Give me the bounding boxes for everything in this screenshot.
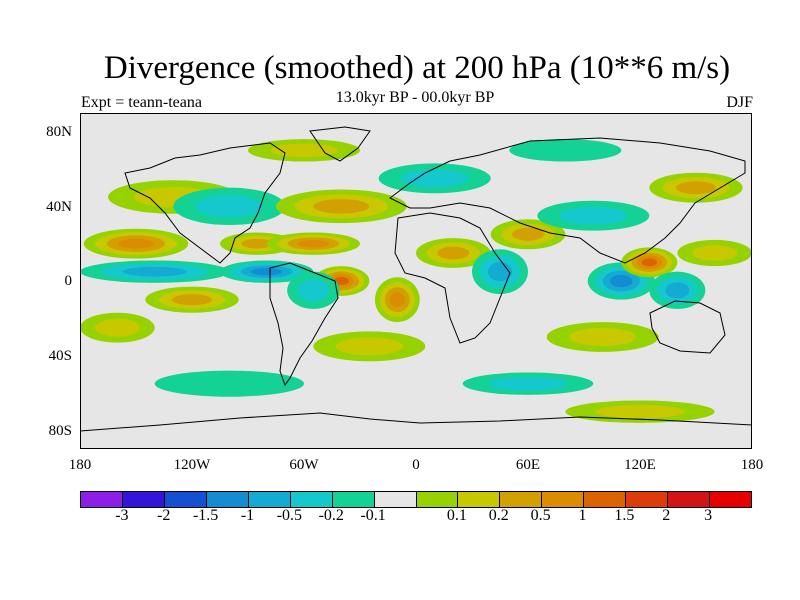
coastline-africa [394,212,511,344]
divergence-contour [154,370,304,397]
colorbar-swatch [164,492,207,507]
divergence-contour [389,292,405,308]
coastline-eurasia [389,137,746,264]
x-tick-label: 180 [740,457,764,473]
colorbar-tick-label: 0.1 [446,507,467,524]
divergence-contour [122,266,187,277]
colorbar-swatch [458,492,501,507]
divergence-contour [241,238,274,249]
x-tick-label: 0 [412,457,420,473]
coastlines [80,126,752,432]
y-tick-label: 40N [46,199,72,215]
x-tick-label: 120W [173,457,211,473]
divergence-contour [195,195,263,218]
divergence-contour [509,139,622,162]
colorbar-tick-label: -0.1 [360,507,386,524]
colorbar-swatch [416,492,459,507]
divergence-contour [512,227,544,241]
divergence-contour [251,267,283,276]
colorbar [80,491,752,508]
colorbar-swatch [290,492,333,507]
x-tick-label: 120E [624,457,656,473]
divergence-contour [118,238,154,249]
coastline-antarctica [80,412,752,432]
divergence-field [80,139,752,423]
experiment-label: Expt = teann-teana [81,94,202,111]
plot-title: Divergence (smoothed) at 200 hPa (10**6 … [103,50,731,86]
divergence-contour [401,169,469,188]
colorbar-swatch [668,492,711,507]
colorbar-swatch [81,492,123,507]
coastline-greenland [309,126,371,162]
divergence-contour [676,181,716,195]
coastline-north-america [124,142,286,264]
colorbar-tick-label: 1 [578,507,587,524]
colorbar-swatch [710,492,751,507]
colorbar-swatch [206,492,249,507]
colorbar-tick-label: -2 [157,507,171,524]
colorbar-tick-label: -1.5 [192,507,219,524]
divergence-contour [297,239,329,248]
season-label: DJF [726,94,753,111]
x-tick-label: 60W [289,457,319,473]
divergence-contour [94,318,140,337]
divergence-contour [335,337,403,356]
colorbar-tick-label: -3 [115,507,129,524]
divergence-contour [172,294,212,306]
colorbar-tick-label: 0.2 [488,507,509,524]
divergence-contour [559,206,627,225]
divergence-contour [488,376,568,391]
colorbar-swatch [626,492,669,507]
colorbar-swatch [542,492,585,507]
x-tick-label: 180 [68,457,92,473]
colorbar-tick-label: 0.5 [530,507,551,524]
divergence-contour [610,274,633,288]
y-tick-label: 0 [64,273,73,289]
y-tick-label: 80N [46,124,72,140]
colorbar-tick-label: -0.2 [318,507,344,524]
colorbar-swatch [248,492,291,507]
y-tick-label: 40S [48,348,72,364]
colorbar-tick-label: -0.5 [276,507,303,524]
colorbar-swatch [584,492,627,507]
colorbar-tick-label: -1 [240,507,255,524]
divergence-contour [333,276,349,286]
divergence-contour [665,282,690,299]
colorbar-tick-label: 3 [704,507,713,524]
colorbar-swatch [500,492,543,507]
divergence-contour [437,246,470,260]
colorbar-tick-label: 1.5 [614,507,635,524]
x-tick-label: 60E [515,457,541,473]
divergence-contour [595,404,685,419]
colorbar-tick-label: 2 [662,507,671,524]
divergence-contour [297,279,330,302]
colorbar-swatch [332,492,375,507]
colorbar-swatch [374,492,417,507]
plot-subtitle: 13.0kyr BP - 00.0kyr BP [335,89,495,106]
colorbar-swatch [122,492,165,507]
divergence-map [80,113,752,449]
divergence-contour [641,258,657,267]
divergence-contour [313,199,370,214]
map-border [80,113,752,449]
coastline-south-america [269,262,339,387]
y-tick-label: 80S [48,423,72,439]
divergence-contour [692,245,738,261]
divergence-contour [569,328,637,346]
coastline-australia [649,300,726,354]
